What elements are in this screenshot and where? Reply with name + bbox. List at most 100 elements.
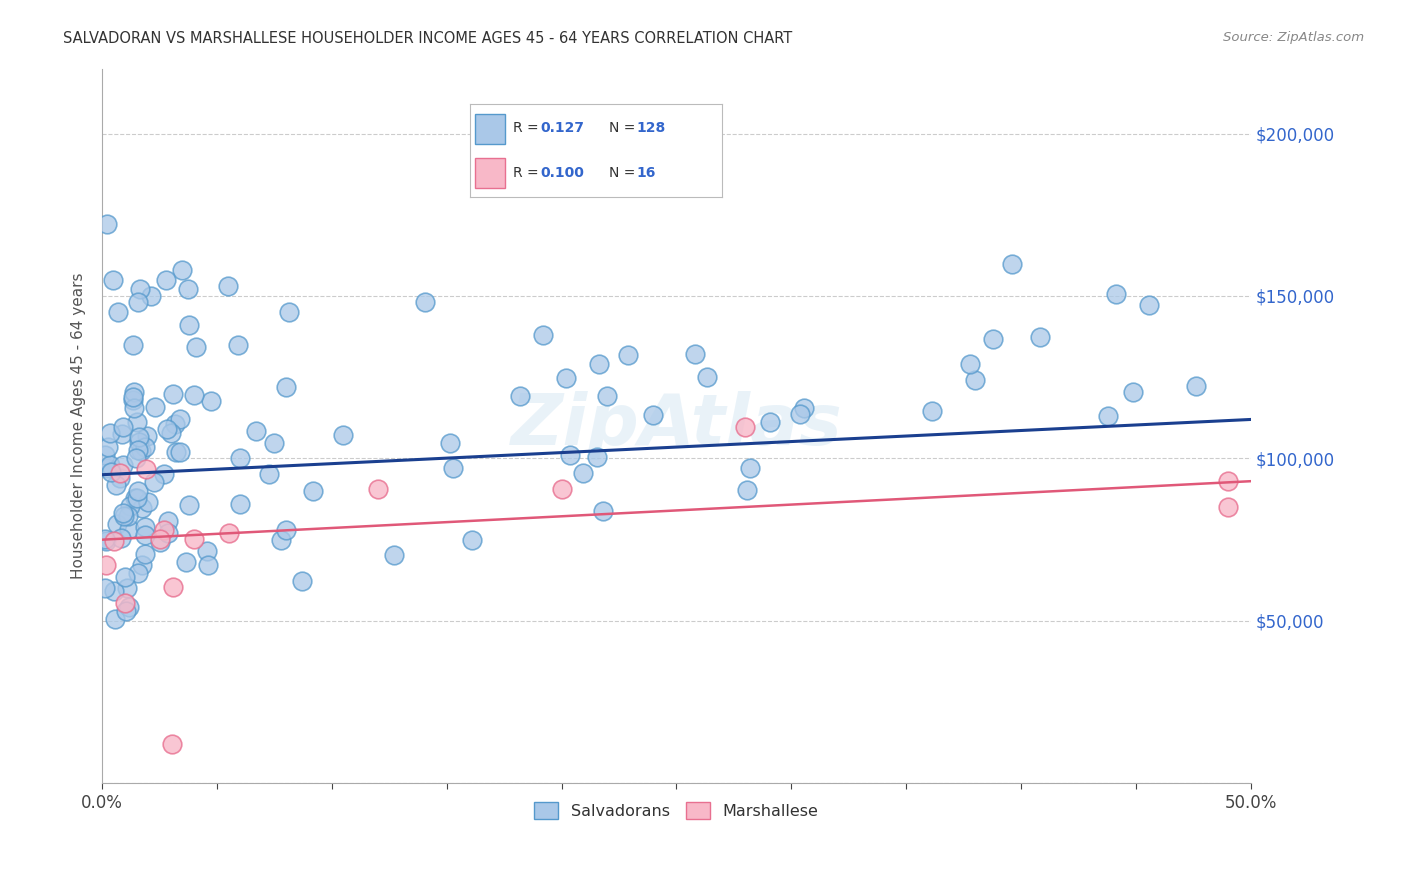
- Salvadorans: [1137, 298, 1160, 312]
- Salvadorans: [131, 558, 153, 573]
- Salvadorans: [107, 305, 129, 319]
- Salvadorans: [125, 491, 148, 505]
- Marshallese: [103, 533, 125, 548]
- Salvadorans: [108, 471, 131, 485]
- Salvadorans: [152, 467, 174, 481]
- Marshallese: [94, 558, 117, 572]
- Salvadorans: [97, 440, 120, 454]
- Salvadorans: [959, 358, 981, 372]
- Salvadorans: [157, 525, 180, 540]
- Salvadorans: [162, 387, 184, 401]
- Salvadorans: [200, 394, 222, 409]
- Salvadorans: [184, 340, 207, 354]
- Salvadorans: [143, 400, 166, 414]
- Salvadorans: [921, 403, 943, 417]
- Salvadorans: [963, 373, 986, 387]
- Salvadorans: [117, 509, 139, 524]
- Salvadorans: [127, 484, 149, 499]
- Salvadorans: [1184, 379, 1206, 393]
- Salvadorans: [1000, 257, 1022, 271]
- Salvadorans: [789, 407, 811, 421]
- Salvadorans: [245, 424, 267, 438]
- Salvadorans: [274, 380, 297, 394]
- Salvadorans: [179, 498, 201, 512]
- Salvadorans: [103, 584, 125, 599]
- Salvadorans: [110, 531, 132, 545]
- Text: SALVADORAN VS MARSHALLESE HOUSEHOLDER INCOME AGES 45 - 64 YEARS CORRELATION CHAR: SALVADORAN VS MARSHALLESE HOUSEHOLDER IN…: [63, 31, 793, 46]
- Salvadorans: [122, 390, 145, 404]
- Marshallese: [108, 466, 131, 480]
- Salvadorans: [112, 458, 135, 473]
- Salvadorans: [128, 430, 150, 444]
- Text: ZipAtlas: ZipAtlas: [510, 392, 842, 460]
- Y-axis label: Householder Income Ages 45 - 64 years: Householder Income Ages 45 - 64 years: [72, 273, 86, 579]
- Salvadorans: [127, 566, 149, 580]
- Salvadorans: [257, 467, 280, 481]
- Salvadorans: [100, 465, 122, 479]
- Salvadorans: [127, 442, 149, 457]
- Salvadorans: [270, 533, 292, 547]
- Salvadorans: [735, 483, 758, 497]
- Salvadorans: [142, 475, 165, 490]
- Salvadorans: [983, 332, 1005, 346]
- Salvadorans: [149, 534, 172, 549]
- Salvadorans: [122, 338, 145, 352]
- Salvadorans: [134, 519, 156, 533]
- Salvadorans: [118, 522, 141, 536]
- Salvadorans: [105, 516, 128, 531]
- Salvadorans: [509, 389, 531, 403]
- Salvadorans: [134, 527, 156, 541]
- Marshallese: [183, 532, 205, 546]
- Salvadorans: [127, 295, 149, 310]
- Salvadorans: [135, 429, 157, 443]
- Salvadorans: [96, 460, 118, 475]
- Salvadorans: [105, 478, 128, 492]
- Salvadorans: [531, 328, 554, 343]
- Salvadorans: [461, 533, 484, 547]
- Salvadorans: [112, 506, 135, 520]
- Salvadorans: [134, 441, 156, 455]
- Marshallese: [162, 738, 184, 752]
- Salvadorans: [125, 451, 148, 466]
- Salvadorans: [1097, 409, 1119, 423]
- Salvadorans: [177, 283, 200, 297]
- Salvadorans: [100, 458, 122, 473]
- Salvadorans: [415, 295, 437, 310]
- Legend: Salvadorans, Marshallese: Salvadorans, Marshallese: [527, 796, 825, 825]
- Salvadorans: [586, 450, 609, 464]
- Marshallese: [149, 532, 172, 546]
- Salvadorans: [114, 570, 136, 584]
- Salvadorans: [197, 558, 219, 573]
- Salvadorans: [159, 425, 181, 440]
- Salvadorans: [94, 533, 117, 547]
- Salvadorans: [93, 448, 115, 462]
- Marshallese: [550, 483, 572, 497]
- Salvadorans: [229, 450, 252, 465]
- Marshallese: [114, 595, 136, 609]
- Salvadorans: [93, 581, 115, 595]
- Salvadorans: [115, 604, 138, 618]
- Salvadorans: [759, 415, 782, 429]
- Salvadorans: [169, 444, 191, 458]
- Salvadorans: [122, 401, 145, 415]
- Salvadorans: [111, 426, 134, 441]
- Salvadorans: [165, 417, 187, 431]
- Salvadorans: [263, 436, 285, 450]
- Salvadorans: [439, 436, 461, 450]
- Marshallese: [1216, 474, 1239, 488]
- Salvadorans: [139, 289, 162, 303]
- Salvadorans: [156, 514, 179, 528]
- Salvadorans: [183, 387, 205, 401]
- Marshallese: [153, 523, 176, 537]
- Salvadorans: [136, 495, 159, 509]
- Text: Source: ZipAtlas.com: Source: ZipAtlas.com: [1223, 31, 1364, 45]
- Salvadorans: [277, 305, 299, 319]
- Salvadorans: [129, 283, 152, 297]
- Salvadorans: [195, 543, 218, 558]
- Marshallese: [218, 526, 240, 541]
- Salvadorans: [560, 448, 582, 462]
- Salvadorans: [217, 279, 239, 293]
- Salvadorans: [177, 318, 200, 332]
- Marshallese: [135, 462, 157, 476]
- Salvadorans: [104, 612, 127, 626]
